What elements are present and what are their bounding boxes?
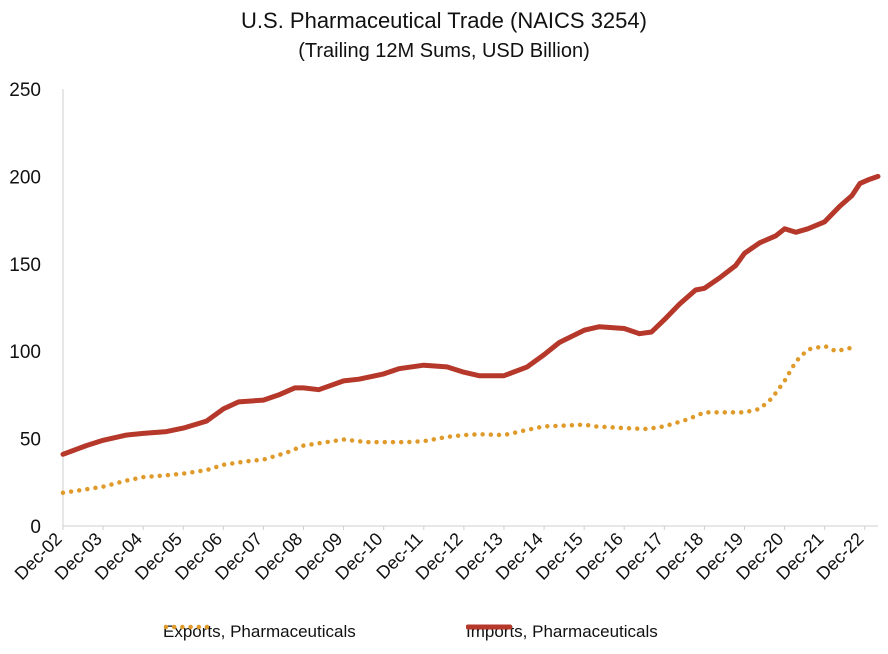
legend-item-exports: Exports, Pharmaceuticals	[163, 622, 356, 642]
legend-item-imports: Imports, Pharmaceuticals	[466, 622, 658, 642]
y-tick-label: 100	[9, 342, 41, 363]
y-tick-label: 50	[20, 430, 41, 451]
legend-label-imports: Imports, Pharmaceuticals	[466, 622, 658, 641]
chart-legend: Exports, Pharmaceuticals Imports, Pharma…	[0, 622, 888, 648]
legend-label-exports: Exports, Pharmaceuticals	[163, 622, 356, 641]
y-tick-label: 200	[9, 167, 41, 188]
legend-swatch-exports	[163, 624, 209, 630]
y-tick-label: 250	[9, 80, 41, 101]
y-tick-label: 150	[9, 255, 41, 276]
legend-swatch-imports	[466, 624, 512, 630]
chart-subtitle: (Trailing 12M Sums, USD Billion)	[298, 40, 590, 62]
y-tick-label: 0	[30, 517, 41, 538]
exports-series-line	[60, 343, 855, 496]
imports-series-line	[60, 173, 881, 457]
chart-title: U.S. Pharmaceutical Trade (NAICS 3254)	[241, 8, 647, 33]
